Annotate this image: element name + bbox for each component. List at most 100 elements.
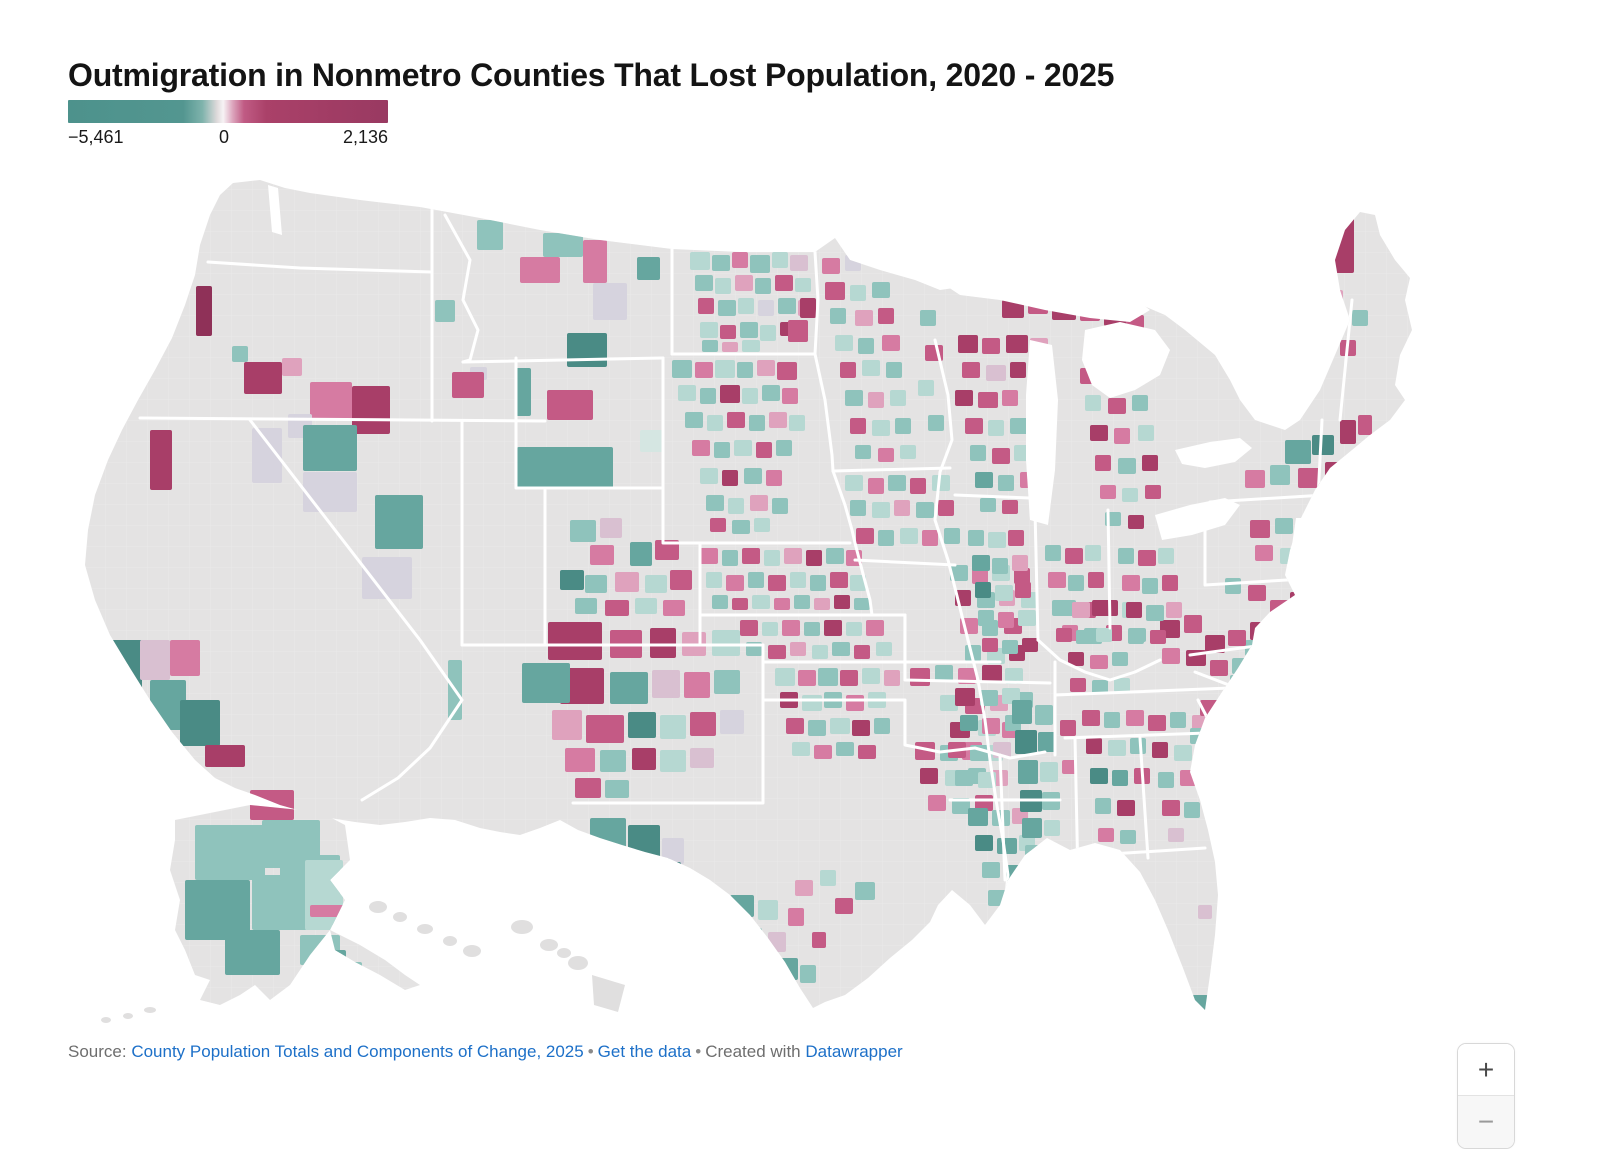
county-patch[interactable] [1300, 522, 1320, 540]
county-patch[interactable] [988, 890, 1006, 906]
county-patch[interactable] [1096, 628, 1112, 642]
county-patch[interactable] [1008, 530, 1024, 546]
county-patch[interactable] [150, 430, 172, 490]
county-patch[interactable] [690, 252, 710, 270]
county-patch[interactable] [1126, 710, 1144, 726]
county-patch[interactable] [775, 668, 795, 686]
county-patch[interactable] [1108, 398, 1126, 414]
county-patch[interactable] [732, 252, 748, 268]
county-patch[interactable] [1045, 545, 1061, 561]
county-patch[interactable] [1010, 362, 1026, 378]
county-patch[interactable] [742, 340, 760, 352]
county-patch[interactable] [978, 392, 998, 408]
county-patch[interactable] [955, 390, 973, 406]
county-patch[interactable] [140, 640, 170, 680]
county-patch[interactable] [784, 548, 802, 564]
county-patch[interactable] [1250, 668, 1266, 684]
county-patch[interactable] [1320, 540, 1338, 556]
county-patch[interactable] [1290, 592, 1308, 608]
county-patch[interactable] [702, 340, 718, 352]
county-patch[interactable] [742, 548, 760, 564]
county-patch[interactable] [640, 858, 670, 886]
county-patch[interactable] [1002, 640, 1018, 654]
county-patch[interactable] [758, 300, 774, 316]
county-patch[interactable] [1088, 572, 1104, 588]
county-patch[interactable] [672, 360, 692, 378]
county-patch[interactable] [567, 333, 607, 367]
county-patch[interactable] [762, 385, 780, 401]
county-patch[interactable] [630, 542, 652, 566]
county-patch[interactable] [1130, 628, 1146, 642]
county-patch[interactable] [516, 368, 531, 416]
county-patch[interactable] [707, 415, 723, 431]
county-patch[interactable] [750, 495, 768, 511]
county-patch[interactable] [786, 718, 804, 734]
county-patch[interactable] [195, 825, 265, 880]
county-patch[interactable] [882, 335, 900, 351]
county-patch[interactable] [150, 740, 170, 776]
county-patch[interactable] [610, 888, 638, 916]
county-patch[interactable] [935, 665, 953, 681]
county-patch[interactable] [760, 325, 776, 341]
county-patch[interactable] [798, 670, 816, 686]
county-patch[interactable] [866, 620, 884, 636]
county-patch[interactable] [310, 382, 352, 420]
county-patch[interactable] [655, 862, 681, 886]
county-patch[interactable] [732, 520, 750, 534]
county-patch[interactable] [1222, 698, 1238, 714]
county-patch[interactable] [992, 558, 1008, 574]
county-patch[interactable] [225, 930, 280, 975]
county-patch[interactable] [1065, 548, 1083, 564]
county-patch[interactable] [992, 810, 1010, 826]
county-patch[interactable] [1018, 610, 1036, 626]
county-patch[interactable] [1270, 465, 1290, 485]
county-patch[interactable] [1248, 585, 1266, 601]
zoom-out-button[interactable]: − [1458, 1096, 1514, 1148]
county-patch[interactable] [738, 298, 754, 314]
county-patch[interactable] [1038, 732, 1056, 752]
county-patch[interactable] [998, 475, 1014, 491]
county-patch[interactable] [1014, 568, 1030, 584]
datawrapper-link[interactable]: Datawrapper [805, 1042, 903, 1061]
county-patch[interactable] [718, 300, 736, 316]
county-patch[interactable] [910, 478, 926, 494]
zoom-in-button[interactable]: + [1458, 1044, 1514, 1096]
county-patch[interactable] [660, 715, 686, 739]
county-patch[interactable] [855, 445, 871, 459]
county-patch[interactable] [1255, 650, 1273, 666]
county-patch[interactable] [782, 620, 800, 636]
county-patch[interactable] [1018, 760, 1038, 784]
county-patch[interactable] [1060, 720, 1076, 736]
county-patch[interactable] [1166, 602, 1182, 618]
county-patch[interactable] [1002, 300, 1024, 318]
county-patch[interactable] [998, 612, 1014, 628]
county-patch[interactable] [305, 860, 343, 930]
county-patch[interactable] [832, 642, 850, 656]
county-patch[interactable] [692, 440, 710, 456]
county-patch[interactable] [1044, 820, 1060, 836]
county-patch[interactable] [580, 845, 604, 873]
county-patch[interactable] [602, 852, 630, 884]
county-patch[interactable] [740, 620, 758, 636]
county-patch[interactable] [768, 932, 786, 952]
county-patch[interactable] [928, 795, 946, 811]
county-patch[interactable] [846, 622, 862, 636]
county-patch[interactable] [740, 322, 758, 338]
county-patch[interactable] [916, 502, 934, 518]
county-patch[interactable] [1090, 768, 1108, 784]
county-patch[interactable] [1008, 892, 1024, 906]
county-patch[interactable] [790, 572, 806, 588]
county-patch[interactable] [1148, 715, 1166, 731]
county-patch[interactable] [1190, 728, 1206, 744]
county-patch[interactable] [938, 500, 954, 516]
county-patch[interactable] [890, 390, 906, 406]
county-patch[interactable] [972, 555, 990, 571]
county-patch[interactable] [835, 335, 853, 351]
county-patch[interactable] [802, 695, 822, 711]
county-patch[interactable] [1285, 440, 1311, 464]
county-patch[interactable] [1098, 828, 1114, 842]
county-patch[interactable] [820, 870, 836, 886]
county-patch[interactable] [1092, 600, 1108, 616]
county-patch[interactable] [720, 710, 744, 734]
county-patch[interactable] [652, 670, 680, 698]
